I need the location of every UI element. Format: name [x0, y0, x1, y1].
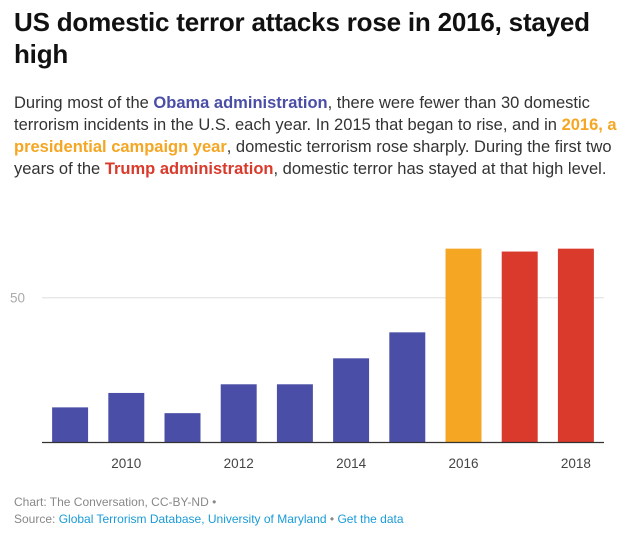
- bar-2015: [389, 332, 426, 442]
- bar-2018: [557, 248, 594, 442]
- y-tick-label-50: 50: [10, 291, 25, 306]
- footer-separator: •: [326, 512, 338, 526]
- x-tick-label-2016: 2016: [448, 456, 478, 471]
- desc-text-4: , domestic terror has stayed at that hig…: [273, 160, 607, 178]
- x-tick-label-2014: 2014: [336, 456, 367, 471]
- bar-2012: [220, 384, 257, 442]
- obama-highlight: Obama administration: [153, 94, 328, 112]
- desc-text-3: , domestic terrorism rose sharply. Durin…: [14, 138, 612, 178]
- x-tick-label-2010: 2010: [111, 456, 141, 471]
- bar-2011: [164, 413, 201, 442]
- source-line: Source: Global Terrorism Database, Unive…: [14, 511, 404, 528]
- get-data-link[interactable]: Get the data: [337, 512, 404, 526]
- campaign-highlight: 2016, a presidential campaign year: [14, 116, 617, 156]
- bar-2009: [52, 407, 89, 442]
- bar-chart: 50 2010 2012 2014 2016 2018: [10, 248, 604, 471]
- x-tick-label-2012: 2012: [224, 456, 254, 471]
- x-tick-label-2018: 2018: [561, 456, 591, 471]
- chart-credit: Chart: The Conversation, CC-BY-ND •: [14, 495, 217, 509]
- source-label: Source:: [14, 512, 59, 526]
- bar-2016: [445, 248, 482, 442]
- bar-2010: [108, 392, 145, 442]
- chart-footer: Chart: The Conversation, CC-BY-ND • Sour…: [14, 494, 404, 528]
- bar-2013: [276, 384, 313, 442]
- desc-text-2: , there were fewer than 30 domestic terr…: [14, 94, 590, 134]
- desc-text-1: During most of the: [14, 94, 154, 112]
- source-link[interactable]: Global Terrorism Database, University of…: [58, 512, 327, 526]
- bar-2017: [501, 251, 538, 442]
- bar-2014: [333, 358, 370, 442]
- chart-title: US domestic terror attacks rose in 2016,…: [14, 7, 590, 69]
- chart-description: During most of the Obama administration,…: [14, 92, 624, 180]
- trump-highlight: Trump administration: [104, 160, 274, 178]
